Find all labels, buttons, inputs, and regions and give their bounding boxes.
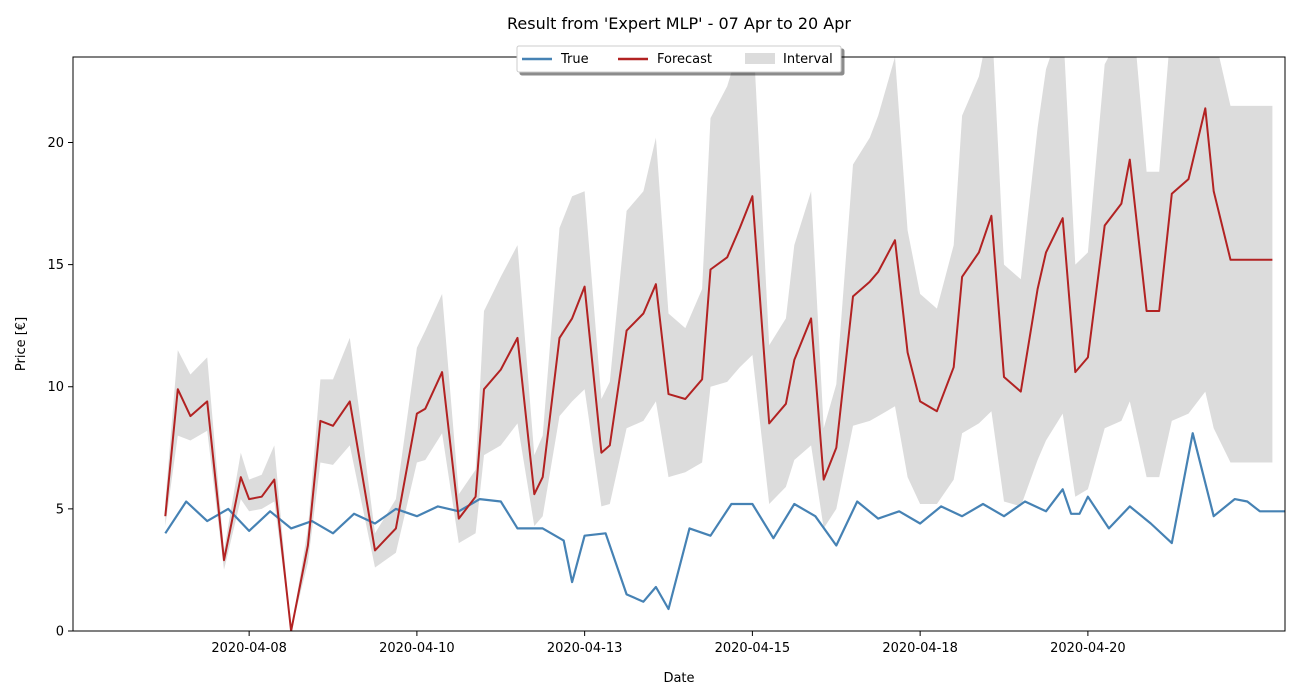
y-tick-label: 20: [47, 136, 64, 151]
x-tick-label: 2020-04-08: [211, 641, 287, 656]
legend-label-true: True: [560, 52, 589, 67]
x-tick-label: 2020-04-20: [1050, 641, 1126, 656]
y-tick-label: 0: [56, 625, 64, 640]
legend-label-interval: Interval: [783, 52, 833, 67]
x-axis: 2020-04-08 2020-04-10 2020-04-13 2020-04-15…: [211, 631, 1126, 656]
y-tick-label: 15: [47, 258, 64, 273]
series-line-forecast: [164, 107, 1273, 631]
y-tick-label: 10: [47, 380, 64, 395]
y-tick-label: 5: [56, 502, 64, 517]
y-axis: 0 5 10 15 20: [47, 136, 73, 640]
legend-box: [516, 45, 842, 73]
x-axis-label: Date: [663, 671, 694, 686]
interval-band: [165, 57, 1273, 631]
x-tick-label: 2020-04-10: [379, 641, 455, 656]
x-tick-label: 2020-04-18: [882, 641, 958, 656]
legend: True Forecast Interval: [516, 45, 842, 73]
y-axis-label: Price [€]: [14, 317, 29, 371]
series-line-true: [164, 432, 1285, 611]
chart-title: Result from 'Expert MLP' - 07 Apr to 20 …: [507, 14, 851, 33]
legend-label-forecast: Forecast: [657, 52, 712, 67]
x-tick-label: 2020-04-13: [547, 641, 623, 656]
legend-swatch-interval: [745, 53, 775, 64]
plot-area: [164, 57, 1285, 631]
x-tick-label: 2020-04-15: [715, 641, 791, 656]
